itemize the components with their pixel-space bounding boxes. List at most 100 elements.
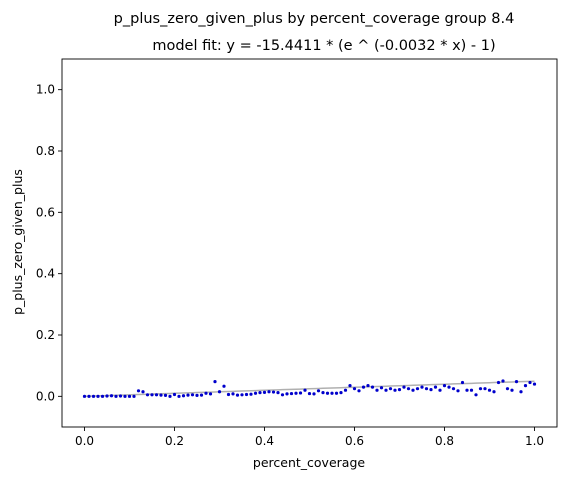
data-point bbox=[271, 390, 276, 394]
data-point bbox=[352, 387, 357, 391]
data-point bbox=[469, 388, 474, 392]
data-point bbox=[172, 392, 177, 397]
plot-area bbox=[61, 58, 558, 428]
data-point bbox=[136, 389, 141, 393]
x-tick-label: 0.4 bbox=[255, 434, 274, 448]
data-point bbox=[325, 391, 330, 395]
data-point bbox=[199, 393, 204, 397]
data-point bbox=[235, 393, 240, 397]
chart-subtitle: model fit: y = -15.4411 * (e ^ (-0.0032 … bbox=[152, 38, 495, 54]
data-point bbox=[294, 391, 298, 395]
data-point bbox=[240, 393, 244, 397]
data-point bbox=[280, 393, 285, 397]
data-point bbox=[258, 391, 262, 395]
data-point bbox=[487, 388, 492, 392]
data-point bbox=[451, 387, 456, 391]
data-point bbox=[303, 388, 307, 392]
data-point bbox=[127, 394, 132, 398]
x-tick-label: 0.6 bbox=[345, 434, 364, 448]
data-point bbox=[181, 394, 186, 398]
data-point bbox=[298, 391, 303, 395]
y-tick-label: 1.0 bbox=[36, 83, 55, 97]
data-point bbox=[483, 387, 487, 391]
x-tick-label: 0.8 bbox=[435, 434, 454, 448]
chart-title: p_plus_zero_given_plus by percent_covera… bbox=[114, 11, 515, 27]
data-point bbox=[96, 394, 100, 398]
data-point bbox=[375, 388, 379, 392]
data-point bbox=[118, 394, 123, 398]
data-point bbox=[321, 391, 325, 395]
data-point bbox=[114, 394, 118, 398]
data-point bbox=[397, 387, 402, 392]
data-point bbox=[496, 380, 501, 385]
y-axis-label: p_plus_zero_given_plus bbox=[10, 169, 25, 315]
plot-frame bbox=[61, 58, 558, 428]
data-point bbox=[348, 384, 352, 388]
data-point bbox=[532, 382, 537, 386]
data-point bbox=[339, 391, 343, 395]
data-point bbox=[357, 389, 361, 393]
data-point bbox=[105, 394, 109, 398]
x-tick-label: 1.0 bbox=[525, 434, 544, 448]
data-point bbox=[343, 388, 348, 392]
data-point bbox=[420, 385, 424, 389]
data-point bbox=[514, 380, 519, 384]
data-point bbox=[213, 380, 217, 384]
data-point bbox=[505, 387, 510, 391]
data-point bbox=[186, 393, 190, 397]
data-point bbox=[253, 391, 258, 395]
data-point bbox=[87, 394, 91, 398]
data-point bbox=[433, 385, 438, 389]
data-point bbox=[190, 393, 195, 397]
y-tick-label: 0.8 bbox=[36, 144, 55, 158]
data-point bbox=[334, 391, 339, 395]
data-point bbox=[519, 390, 523, 394]
data-point bbox=[523, 384, 528, 388]
data-point bbox=[195, 393, 199, 398]
data-point bbox=[145, 393, 150, 397]
data-point bbox=[501, 379, 505, 383]
data-point bbox=[406, 387, 411, 391]
data-point bbox=[429, 387, 433, 392]
data-point bbox=[388, 387, 393, 391]
data-point bbox=[393, 388, 397, 392]
data-point bbox=[456, 389, 460, 393]
data-point bbox=[460, 380, 465, 385]
data-point bbox=[361, 385, 366, 389]
x-axis-label: percent_coverage bbox=[253, 455, 365, 470]
y-axis: 0.0 0.2 0.4 0.6 0.8 1.0 bbox=[36, 83, 62, 403]
data-point bbox=[402, 385, 406, 389]
data-point bbox=[132, 394, 136, 398]
y-tick-label: 0.2 bbox=[36, 328, 55, 342]
data-point bbox=[141, 390, 145, 394]
data-point bbox=[109, 394, 114, 398]
data-point bbox=[384, 388, 388, 392]
data-point bbox=[208, 392, 213, 396]
fit-line bbox=[84, 380, 535, 398]
data-point bbox=[379, 386, 384, 390]
data-point bbox=[528, 380, 532, 385]
data-point bbox=[465, 388, 469, 392]
data-point bbox=[82, 394, 87, 398]
data-point bbox=[222, 384, 226, 388]
y-tick-label: 0.4 bbox=[36, 267, 55, 281]
data-point bbox=[474, 393, 478, 397]
data-point bbox=[438, 388, 442, 392]
data-point bbox=[123, 394, 127, 398]
x-axis: 0.0 0.2 0.4 0.6 0.8 1.0 bbox=[75, 427, 544, 448]
data-point bbox=[447, 385, 451, 389]
x-tick-label: 0.0 bbox=[75, 434, 94, 448]
data-point bbox=[285, 392, 289, 396]
y-tick-label: 0.0 bbox=[36, 389, 55, 403]
data-point bbox=[262, 390, 267, 394]
data-point bbox=[226, 392, 231, 397]
data-point bbox=[276, 391, 280, 395]
data-point bbox=[289, 391, 294, 396]
data-point bbox=[249, 392, 253, 396]
data-point bbox=[366, 384, 370, 388]
data-point bbox=[168, 394, 172, 398]
data-point bbox=[159, 393, 163, 397]
data-point bbox=[100, 394, 105, 398]
data-point bbox=[370, 385, 375, 389]
data-point bbox=[316, 389, 321, 393]
